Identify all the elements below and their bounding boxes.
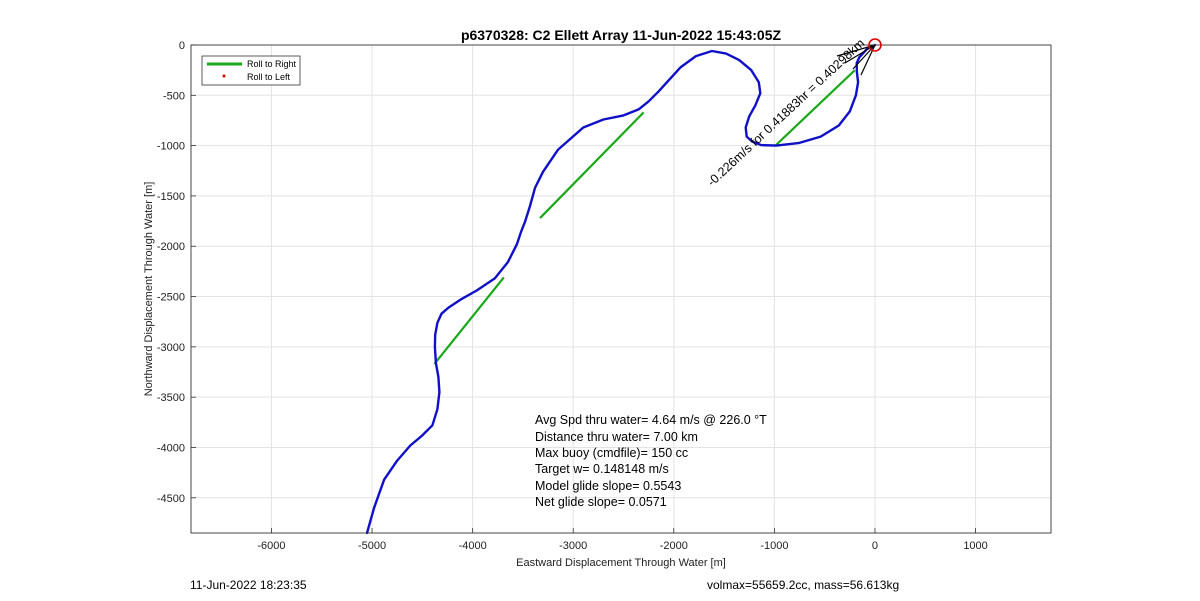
y-tick-label: -500 [163,90,185,102]
x-tick-label: -5000 [358,540,386,552]
x-tick-label: -2000 [660,540,688,552]
annotation-net-glide: Net glide slope= 0.0571 [535,495,667,509]
annotation-distance: Distance thru water= 7.00 km [535,430,698,444]
chart-title: p6370328: C2 Ellett Array 11-Jun-2022 15… [461,27,782,43]
y-tick-label: -1500 [157,191,185,203]
y-axis-label: Northward Displacement Through Water [m] [143,182,155,397]
x-axis-label: Eastward Displacement Through Water [m] [516,557,726,569]
roll-to-right-segment [774,69,856,147]
x-axis-ticks: -6000 -5000 -4000 -3000 -2000 -1000 0 1000 [257,528,988,552]
roll-to-right-segments [433,69,856,365]
annotation-model-glide: Model glide slope= 0.5543 [535,479,681,493]
y-tick-label: -2500 [157,292,185,304]
legend: Roll to Right Roll to Left [201,55,301,86]
annotation-max-buoy: Max buoy (cmdfile)= 150 cc [535,446,688,460]
footer-timestamp: 11-Jun-2022 18:23:35 [190,578,307,592]
y-axis-ticks: 0 -500 -1000 -1500 -2000 -2500 -3000 -3500 -4000… [157,40,196,505]
y-tick-label: 0 [179,40,185,52]
y-tick-label: -2000 [157,241,185,253]
y-tick-label: -3500 [157,392,185,404]
y-tick-label: -1000 [157,141,185,153]
annotation-avg-speed: Avg Spd thru water= 4.64 m/s @ 226.0 °T [535,413,767,427]
annotation-target-w: Target w= 0.148148 m/s [535,462,669,476]
roll-to-right-segment [433,276,505,365]
x-tick-label: 0 [872,540,878,552]
y-tick-label: -4000 [157,442,185,454]
x-tick-label: 1000 [963,540,987,552]
legend-label-roll-right: Roll to Right [247,59,297,69]
x-tick-label: -4000 [459,540,487,552]
legend-swatch-roll-left [222,74,226,78]
x-tick-label: -1000 [760,540,788,552]
legend-label-roll-left: Roll to Left [247,72,291,82]
stats-annotations: Avg Spd thru water= 4.64 m/s @ 226.0 °T … [535,413,767,509]
plot-area [191,45,1051,533]
axes-frame [190,44,1052,534]
footer-volmax-mass: volmax=55659.2cc, mass=56.613kg [707,578,900,592]
x-tick-label: -3000 [559,540,587,552]
start-marker [868,38,882,52]
y-tick-label: -4500 [157,493,185,505]
roll-to-right-segment [539,111,645,219]
track-series [365,43,877,535]
track-line [365,43,877,535]
x-tick-label: -6000 [257,540,285,552]
y-tick-label: -3000 [157,342,185,354]
